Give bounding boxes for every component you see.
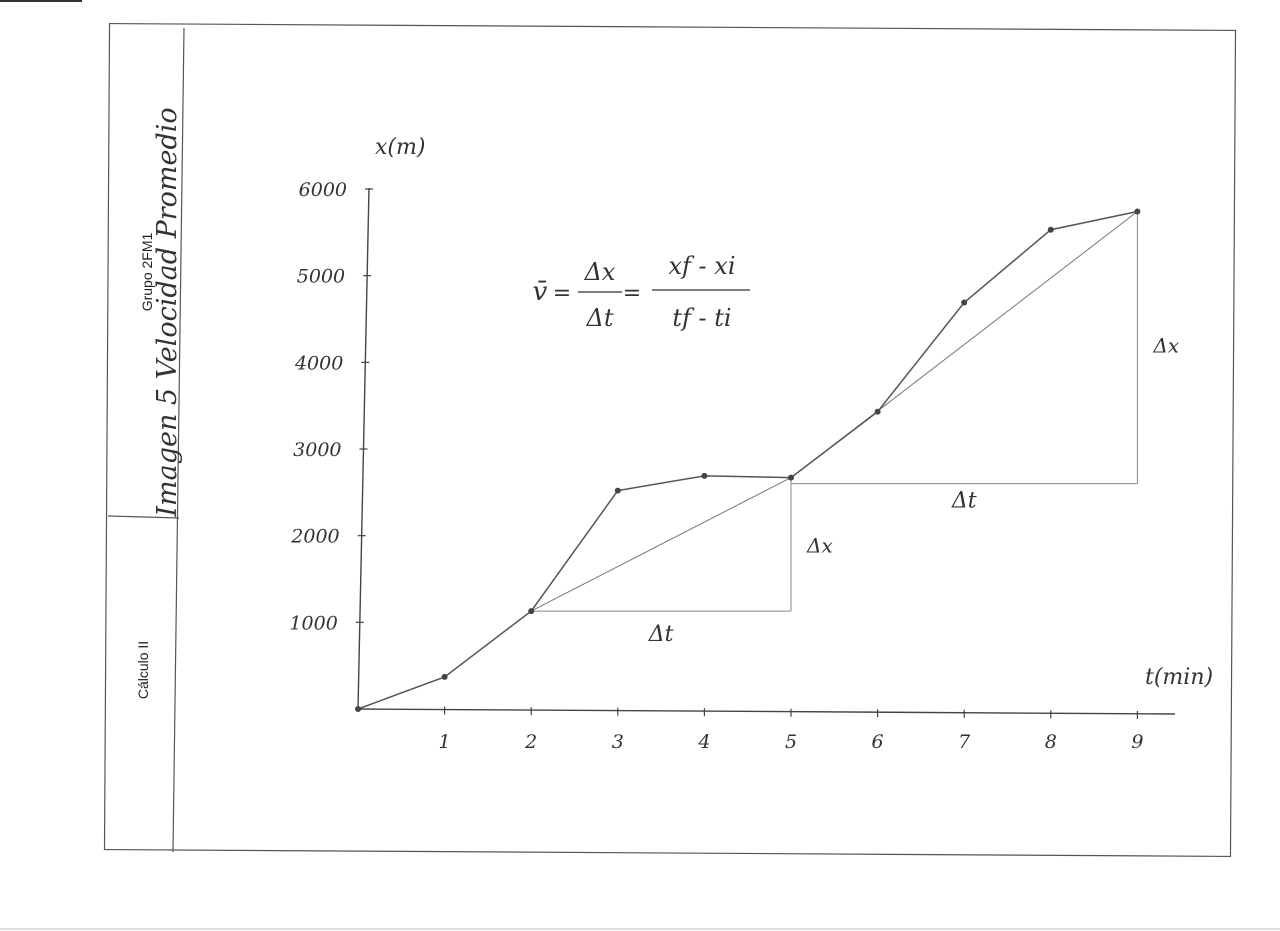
data-point — [614, 487, 621, 494]
position-series-line — [357, 210, 1138, 710]
x-tick-label: 1 — [439, 731, 451, 753]
y-tick-label: 2000 — [290, 526, 339, 548]
delta-x-label: Δx — [1152, 334, 1179, 358]
x-tick-label: 3 — [612, 731, 624, 753]
data-point — [788, 474, 794, 481]
x-tick-label: 6 — [872, 731, 884, 753]
x-tick-label: 9 — [1131, 731, 1143, 753]
y-tick-label: 4000 — [294, 352, 343, 374]
side-strip-separator — [107, 515, 180, 519]
data-point — [528, 608, 535, 615]
data-point — [961, 299, 968, 306]
x-tick-label: 2 — [524, 731, 537, 753]
data-point — [1047, 226, 1054, 233]
delta-x-label: Δx — [806, 533, 833, 557]
data-point — [441, 673, 448, 680]
x-tick-label: 4 — [697, 731, 710, 753]
x-axis-label: t(min) — [1145, 665, 1213, 690]
data-point — [874, 408, 881, 415]
secant-line — [530, 477, 792, 612]
formula-equals-1: = — [553, 281, 571, 306]
y-axis-label: x(m) — [375, 135, 425, 160]
x-tick-label: 5 — [785, 731, 797, 753]
y-tick-label: 5000 — [297, 266, 345, 288]
x-tick-label: 8 — [1045, 731, 1057, 753]
y-tick-label: 6000 — [299, 179, 347, 201]
formula-denominator-2: tf - ti — [672, 304, 731, 332]
delta-t-label: Δt — [951, 489, 977, 514]
y-tick-label: 1000 — [289, 612, 337, 634]
position-time-chart: x(m) t(min) 1000 2000 3000 4000 5000 6000 1 2 3 4 5 6… — [289, 135, 1213, 753]
formula-denominator-1: Δt — [586, 304, 614, 332]
formula-numerator-2: xf - xi — [669, 252, 736, 280]
formula-lhs: v̄ — [533, 277, 548, 307]
page-frame — [103, 22, 1237, 858]
data-point — [701, 472, 708, 479]
handwritten-title: Imagen 5 Velocidad Promedio — [152, 107, 183, 517]
group-label: Grupo 2FM1 — [139, 232, 155, 311]
y-tick-label: 3000 — [293, 439, 341, 461]
x-tick-label: 7 — [958, 731, 971, 753]
formula-equals-2: = — [623, 281, 641, 306]
data-point — [355, 706, 361, 712]
subject-label: Cálculo II — [135, 641, 151, 699]
formula-numerator-1: Δx — [584, 258, 616, 286]
x-axis — [357, 708, 1176, 715]
side-strip-divider — [172, 27, 185, 853]
delta-t-label: Δt — [648, 622, 674, 647]
data-point — [1134, 208, 1141, 215]
